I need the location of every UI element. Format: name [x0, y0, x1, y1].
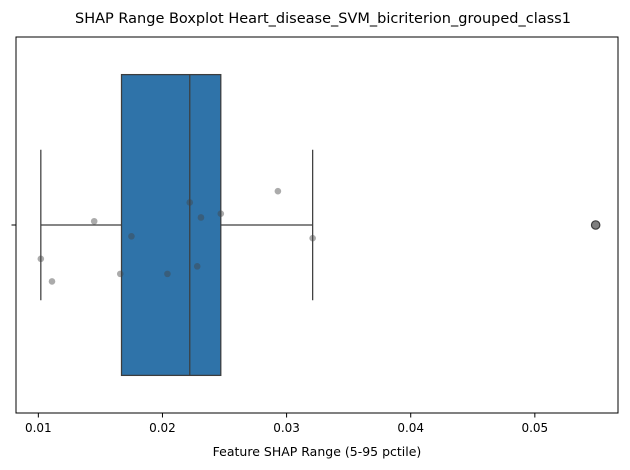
x-tick-label: 0.05: [521, 421, 548, 435]
data-point: [164, 270, 171, 278]
chart-title: SHAP Range Boxplot Heart_disease_SVM_bic…: [75, 11, 571, 27]
iqr-box: [120, 73, 222, 377]
x-tick-label: 0.04: [397, 421, 424, 435]
data-point: [90, 217, 98, 225]
data-point: [116, 270, 124, 278]
x-tick-label: 0.03: [273, 421, 300, 435]
x-tick-label: 0.01: [25, 421, 52, 435]
data-point: [37, 255, 45, 263]
data-point: [128, 232, 135, 240]
outlier-point: [590, 220, 601, 230]
data-point: [274, 187, 282, 195]
data-point: [193, 263, 201, 270]
plot-area: [37, 73, 601, 377]
x-axis: 0.01 0.02 0.03 0.04 0.05: [25, 413, 548, 435]
x-tick-label: 0.02: [149, 421, 176, 435]
data-point: [186, 199, 194, 206]
data-point: [217, 210, 225, 218]
data-point: [48, 278, 56, 285]
data-point: [197, 214, 205, 221]
data-point: [309, 234, 316, 242]
x-axis-label: Feature SHAP Range (5-95 pctile): [213, 444, 422, 459]
